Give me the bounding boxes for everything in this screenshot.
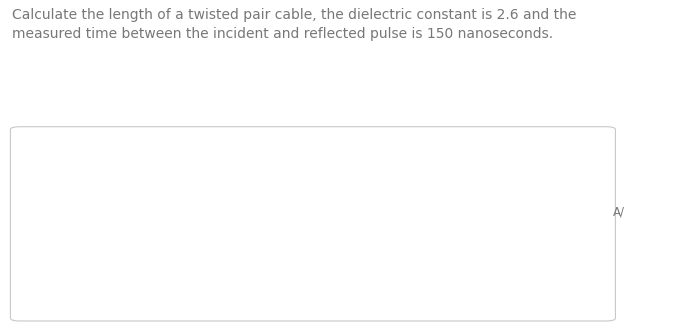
Text: A/: A/ bbox=[613, 205, 624, 218]
FancyBboxPatch shape bbox=[10, 127, 616, 321]
Text: Calculate the length of a twisted pair cable, the dielectric constant is 2.6 and: Calculate the length of a twisted pair c… bbox=[12, 8, 577, 41]
